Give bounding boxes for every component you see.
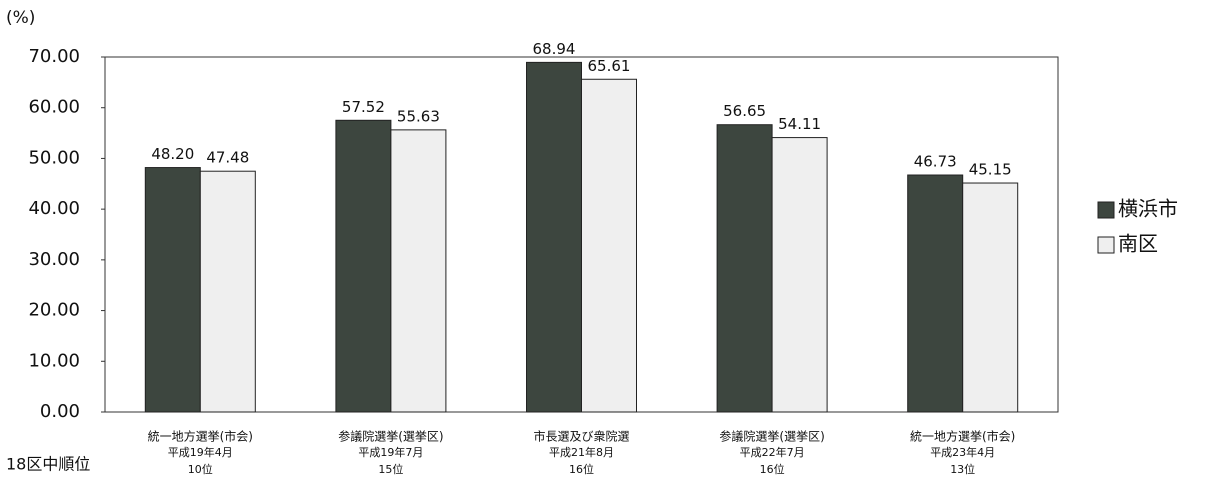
y-axis-label: (%) <box>6 8 35 28</box>
y-tick-label: 0.00 <box>40 401 80 422</box>
rank: 16位 <box>760 462 785 476</box>
bar <box>962 182 1019 413</box>
y-tick-label: 20.00 <box>28 300 80 321</box>
value-label: 46.73 <box>914 153 957 171</box>
x-tick-date: 平成21年8月 <box>549 445 614 459</box>
value-label: 65.61 <box>588 57 631 75</box>
y-tick-label: 60.00 <box>28 97 80 118</box>
value-label: 57.52 <box>342 98 385 116</box>
x-tick-label: 統一地方選挙(市会) <box>910 429 1015 444</box>
legend-swatch <box>1097 201 1115 219</box>
x-tick-date: 平成19年7月 <box>358 445 423 459</box>
x-tick-date: 平成23年4月 <box>930 445 995 459</box>
rank-label: 18区中順位 <box>6 455 90 474</box>
bar <box>907 174 964 413</box>
rank: 16位 <box>569 462 594 476</box>
x-tick-label: 参議院選挙(選挙区) <box>719 429 824 444</box>
bar <box>581 78 637 413</box>
y-tick-label: 50.00 <box>28 147 80 168</box>
y-tick-label: 10.00 <box>28 350 80 371</box>
value-label: 68.94 <box>533 40 576 58</box>
value-label: 56.65 <box>723 102 766 120</box>
value-label: 48.20 <box>151 145 194 163</box>
legend-label: 横浜市 <box>1118 197 1178 221</box>
rank: 15位 <box>378 462 403 476</box>
bar <box>390 129 447 413</box>
rank: 13位 <box>950 462 975 476</box>
value-label: 54.11 <box>778 115 821 133</box>
bar <box>199 170 256 413</box>
bar <box>144 167 201 413</box>
bar <box>526 61 582 413</box>
legend-swatch <box>1097 236 1115 254</box>
bar <box>771 137 828 413</box>
legend-label: 南区 <box>1118 232 1158 256</box>
value-label: 55.63 <box>397 107 440 125</box>
value-label: 47.48 <box>206 149 249 167</box>
x-tick-label: 参議院選挙(選挙区) <box>338 429 443 444</box>
x-tick-label: 市長選及び衆院選 <box>533 429 629 444</box>
x-tick-date: 平成19年4月 <box>168 445 233 459</box>
bar <box>716 124 773 413</box>
y-tick-label: 70.00 <box>28 46 80 67</box>
value-label: 45.15 <box>969 161 1012 179</box>
x-tick-label: 統一地方選挙(市会) <box>148 429 253 444</box>
x-tick-date: 平成22年7月 <box>740 445 805 459</box>
bar <box>335 119 392 413</box>
y-tick-label: 30.00 <box>28 249 80 270</box>
rank: 10位 <box>188 462 213 476</box>
y-tick-label: 40.00 <box>28 198 80 219</box>
